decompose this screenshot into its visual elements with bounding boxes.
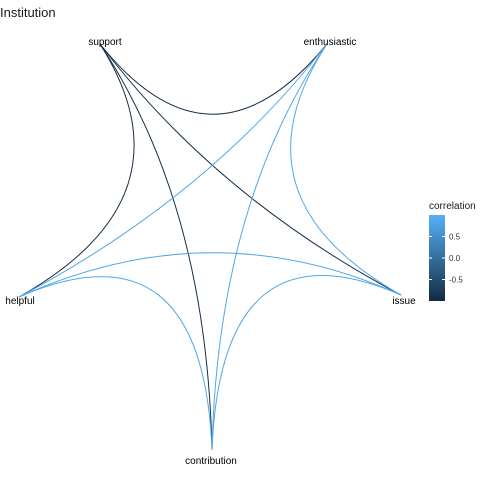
edge-support-contribution — [99, 43, 213, 451]
legend-tick-label: -0.5 — [449, 276, 463, 285]
diagram-title: Institution — [0, 5, 56, 20]
node-labels-layer: support enthusiastic issue contribution help… — [5, 37, 416, 467]
node-label-support: support — [88, 37, 122, 48]
legend: correlation 0.5 0.0 -0.5 — [429, 201, 476, 301]
legend-tick-label: 0.0 — [449, 254, 461, 263]
legend-ticks: 0.5 0.0 -0.5 — [429, 233, 463, 285]
edge-enthusiastic-helpful — [18, 43, 328, 298]
edge-support-issue — [99, 43, 402, 296]
edge-support-enthusiastic — [99, 43, 328, 115]
edge-helpful-contribution — [18, 276, 213, 451]
edge-issue-contribution — [211, 275, 402, 451]
legend-colorbar — [429, 215, 445, 301]
legend-tick-label: 0.5 — [449, 233, 461, 242]
node-label-contribution: contribution — [185, 456, 237, 467]
node-label-issue: issue — [392, 296, 416, 307]
edges-layer — [18, 43, 402, 451]
node-label-helpful: helpful — [5, 296, 34, 307]
legend-title: correlation — [429, 201, 476, 212]
edge-enthusiastic-contribution — [211, 43, 328, 451]
node-label-enthusiastic: enthusiastic — [304, 37, 357, 48]
edge-support-helpful — [18, 43, 135, 298]
edge-helpful-issue — [18, 252, 402, 298]
edge-enthusiastic-issue — [290, 43, 402, 296]
